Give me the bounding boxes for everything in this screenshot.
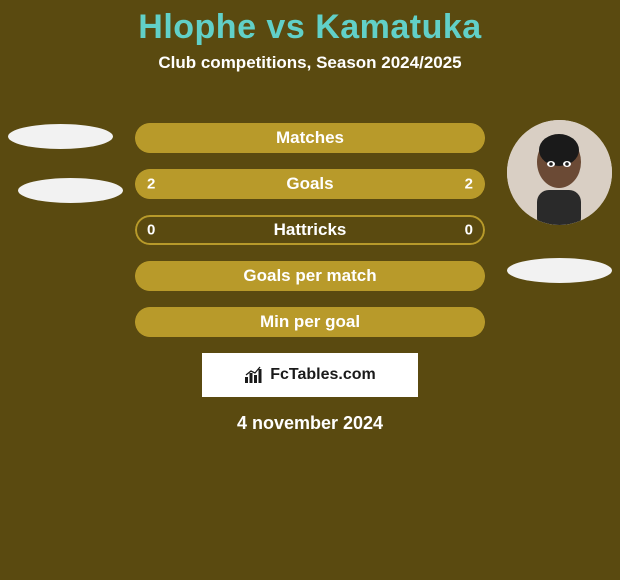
- logo-text: FcTables.com: [270, 366, 376, 384]
- row-label: Hattricks: [274, 220, 347, 240]
- row-value-right: 0: [465, 222, 473, 239]
- row-label: Matches: [276, 128, 344, 148]
- row-fill-left: [135, 169, 310, 199]
- logo-box: FcTables.com: [202, 353, 418, 397]
- player-right-badge-1: [507, 258, 612, 283]
- row-value-left: 0: [147, 222, 155, 239]
- row-label: Goals per match: [243, 266, 376, 286]
- date-text: 4 november 2024: [0, 413, 620, 434]
- content-area: Hlophe vs Kamatuka Club competitions, Se…: [0, 0, 620, 580]
- avatar-placeholder-icon: [507, 120, 612, 225]
- subtitle: Club competitions, Season 2024/2025: [0, 53, 620, 73]
- page-title: Hlophe vs Kamatuka: [0, 8, 620, 47]
- comparison-rows: Matches 2 2 Goals 0 0 Hattricks Goals per match…: [135, 123, 485, 337]
- player-left-badge-2: [18, 178, 123, 203]
- comparison-row: 2 2 Goals: [135, 169, 485, 199]
- player-right-avatar: [507, 120, 612, 225]
- row-value-left: 2: [147, 176, 155, 193]
- player-left-badge-1: [8, 124, 113, 149]
- comparison-row: 0 0 Hattricks: [135, 215, 485, 245]
- bar-chart-icon: [244, 365, 264, 385]
- row-label: Goals: [286, 174, 333, 194]
- comparison-row: Matches: [135, 123, 485, 153]
- comparison-row: Min per goal: [135, 307, 485, 337]
- row-fill-right: [310, 169, 485, 199]
- comparison-row: Goals per match: [135, 261, 485, 291]
- row-label: Min per goal: [260, 312, 360, 332]
- row-value-right: 2: [465, 176, 473, 193]
